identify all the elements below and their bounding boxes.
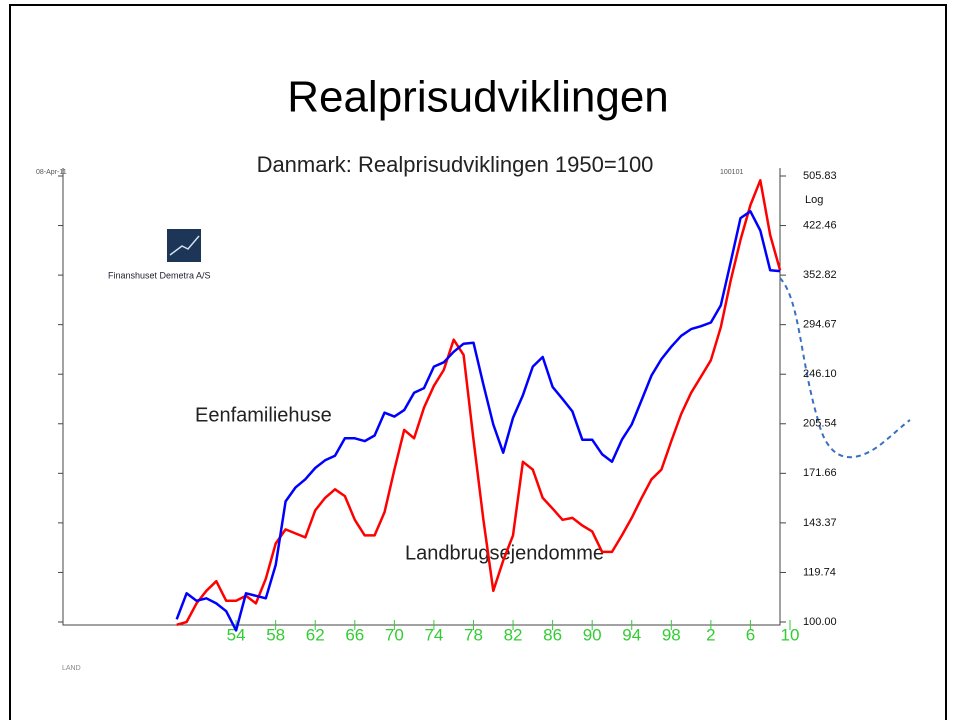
- forecast-sketch: [779, 277, 911, 459]
- x-tick-label: 62: [306, 625, 325, 644]
- y-tick-label: 100.00: [803, 616, 837, 628]
- scale-label: Log: [805, 194, 823, 206]
- x-tick-label: 86: [543, 625, 562, 644]
- y-tick-label: 143.37: [803, 517, 837, 529]
- y-tick-label: 246.10: [803, 368, 837, 380]
- x-tick-label: 6: [746, 625, 755, 644]
- x-tick-label: 94: [622, 625, 641, 644]
- x-tick-label: 78: [464, 625, 483, 644]
- y-tick-label: 422.46: [803, 219, 837, 231]
- y-tick-label: 352.82: [803, 269, 837, 281]
- logo-text: Finanshuset Demetra A/S: [108, 270, 211, 280]
- y-tick-label: 171.66: [803, 467, 837, 479]
- y-tick-label: 119.74: [803, 566, 836, 578]
- x-tick-label: 90: [583, 625, 602, 644]
- logo: [167, 229, 201, 262]
- code-label: 100101: [720, 169, 743, 176]
- y-tick-label: 294.67: [803, 319, 837, 331]
- x-tick-label: 58: [266, 625, 285, 644]
- x-tick-label: 2: [706, 625, 715, 644]
- series-line: [175, 210, 781, 632]
- y-tick-label: 505.83: [803, 170, 837, 182]
- footer-label: LAND: [62, 665, 81, 672]
- x-tick-label: 74: [424, 625, 443, 644]
- series-label: Eenfamiliehuse: [195, 404, 332, 426]
- x-tick-label: 82: [504, 625, 523, 644]
- x-tick-label: 98: [662, 625, 681, 644]
- plot-frame: [62, 168, 781, 626]
- series-line: [176, 179, 782, 627]
- x-tick-label: 54: [227, 625, 246, 644]
- y-tick-label: 205.54: [803, 418, 837, 430]
- series-label: Landbrugsejendomme: [405, 542, 604, 564]
- date-label: 08-Apr-11: [36, 169, 67, 176]
- x-tick-label: 70: [385, 625, 404, 644]
- chart-title: Danmark: Realprisudviklingen 1950=100: [257, 152, 654, 177]
- slide-title: Realprisudviklingen: [287, 73, 669, 122]
- x-tick-label: 10: [781, 625, 800, 644]
- x-tick-label: 66: [345, 625, 364, 644]
